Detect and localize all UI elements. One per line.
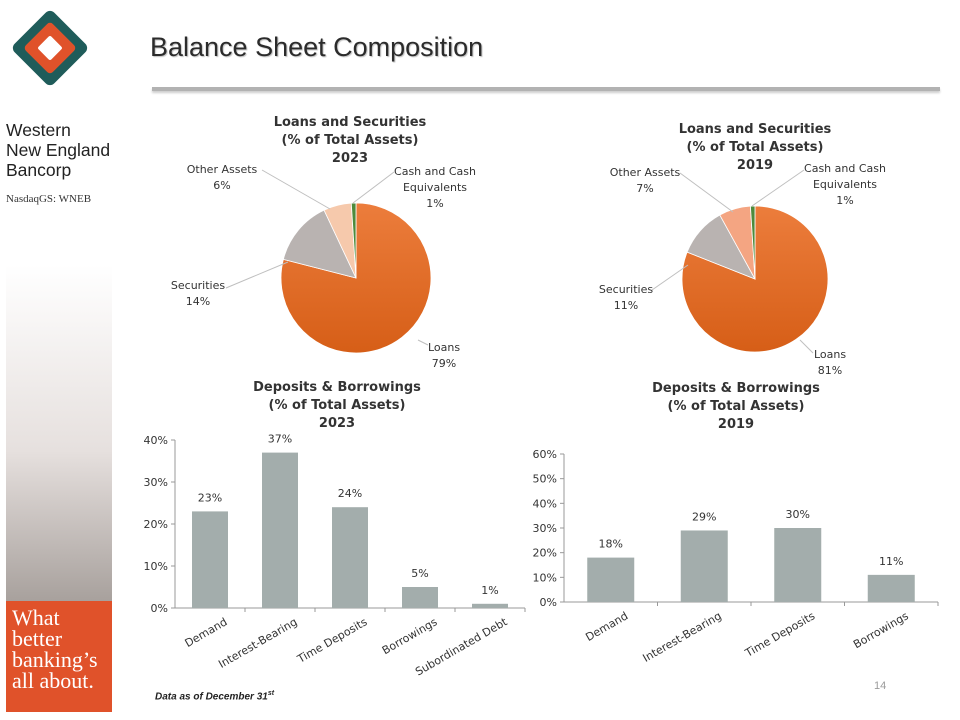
logo-center-diamond	[38, 36, 62, 60]
bar-value-label: 23%	[198, 491, 222, 504]
footnote-text: Data as of December 31	[155, 691, 268, 703]
pie-leader-line	[417, 339, 429, 346]
pie-label: Cash and Cash	[804, 162, 886, 175]
pie-label: Equivalents	[813, 178, 877, 191]
x-category-label: Demand	[583, 609, 630, 644]
chart-title: Deposits & Borrowings	[652, 381, 820, 396]
bar-value-label: 30%	[786, 508, 810, 521]
chart-title: Deposits & Borrowings	[253, 380, 421, 395]
y-tick-label: 20%	[144, 518, 168, 531]
bar-demand	[587, 557, 635, 602]
chart-title: (% of Total Assets)	[269, 398, 406, 413]
pie-value-label: 79%	[432, 357, 456, 370]
pie-slice-loans	[681, 205, 829, 353]
bar-borrowings	[402, 587, 438, 608]
sidebar-gradient	[6, 265, 112, 603]
chart-title: (% of Total Assets)	[282, 133, 419, 148]
pie-value-label: 81%	[818, 364, 842, 377]
pie-leader-line	[261, 169, 331, 210]
x-category-label: Interest-Bearing	[641, 609, 724, 665]
footnote-superscript: st	[267, 690, 275, 697]
bar-subordinated-debt	[472, 603, 508, 608]
pie-leader-line	[651, 264, 689, 291]
bar-time-deposits	[332, 507, 368, 608]
pie-slice-securities	[282, 209, 357, 279]
y-tick-label: 20%	[533, 547, 557, 560]
bar-interest-bearing	[680, 530, 728, 602]
x-category-label: Borrowings	[851, 609, 911, 651]
y-tick-label: 30%	[533, 522, 557, 535]
pie-value-label: 11%	[614, 299, 638, 312]
brand-name: Western New England Bancorp	[6, 120, 110, 180]
pie-label: Other Assets	[187, 163, 258, 176]
pie-leader-line	[352, 171, 395, 204]
pie-value-label: 6%	[213, 179, 230, 192]
chart-title: 2019	[737, 158, 773, 173]
footnote: Data as of December 31st	[155, 690, 274, 702]
bar-value-label: 11%	[879, 555, 903, 568]
bar-borrowings	[867, 574, 915, 602]
bar-interest-bearing	[262, 452, 298, 608]
bar-value-label: 37%	[268, 433, 292, 446]
brand-name-line: New England	[6, 140, 111, 160]
tagline-line: banking’s	[12, 647, 98, 672]
x-category-label: Interest-Bearing	[216, 615, 299, 671]
pie-value-label: 1%	[426, 197, 443, 210]
bar-value-label: 18%	[599, 538, 623, 551]
title-divider	[152, 87, 940, 91]
chart-title: (% of Total Assets)	[668, 399, 805, 414]
pie-label: Cash and Cash	[394, 165, 476, 178]
bar-time-deposits	[774, 528, 822, 602]
chart-title: 2023	[319, 416, 355, 431]
pie-label: Securities	[599, 283, 653, 296]
pie-leader-line	[225, 261, 289, 289]
y-tick-label: 60%	[533, 448, 557, 461]
pie-leader-line	[751, 169, 805, 207]
pie-label: Securities	[171, 279, 225, 292]
pie-label: Loans	[428, 341, 460, 354]
pie-value-label: 1%	[836, 194, 853, 207]
pie-label: Equivalents	[403, 181, 467, 194]
y-tick-label: 10%	[144, 560, 168, 573]
chart-title: Loans and Securities	[274, 115, 427, 130]
tagline-line: better	[12, 626, 63, 651]
tagline-box: What better banking’s all about.	[6, 601, 112, 712]
chart-title: 2019	[718, 417, 754, 432]
x-category-label: Time Deposits	[294, 615, 369, 666]
bar-value-label: 5%	[411, 567, 428, 580]
stock-ticker: NasdaqGS: WNEB	[6, 193, 92, 205]
bar-value-label: 29%	[692, 510, 716, 523]
brand-name-line: Western	[6, 120, 71, 140]
chart-title: (% of Total Assets)	[687, 140, 824, 155]
page-number: 14	[874, 680, 887, 692]
page-title: Balance Sheet Composition	[150, 32, 484, 62]
chart-title: 2023	[332, 151, 368, 166]
y-tick-label: 40%	[144, 434, 168, 447]
y-tick-label: 30%	[144, 476, 168, 489]
bar-value-label: 1%	[481, 584, 498, 597]
bar-demand	[192, 511, 228, 608]
y-tick-label: 0%	[151, 602, 168, 615]
y-tick-label: 10%	[533, 571, 557, 584]
x-category-label: Demand	[183, 615, 230, 650]
tagline-line: all about.	[12, 668, 94, 693]
brand-name-line: Bancorp	[6, 160, 72, 180]
tagline-line: What	[12, 605, 60, 630]
company-logo	[12, 10, 88, 86]
x-category-label: Borrowings	[380, 615, 440, 657]
pie-leader-line	[679, 172, 734, 213]
pie-label: Loans	[814, 348, 846, 361]
y-tick-label: 50%	[533, 473, 557, 486]
y-tick-label: 40%	[533, 497, 557, 510]
pie-leader-line	[799, 339, 814, 354]
bar-value-label: 24%	[338, 487, 362, 500]
x-category-label: Time Deposits	[742, 609, 817, 660]
chart-title: Loans and Securities	[679, 122, 832, 137]
pie-label: Other Assets	[610, 166, 681, 179]
pie-value-label: 14%	[186, 295, 210, 308]
y-tick-label: 0%	[540, 596, 557, 609]
pie-value-label: 7%	[636, 182, 653, 195]
